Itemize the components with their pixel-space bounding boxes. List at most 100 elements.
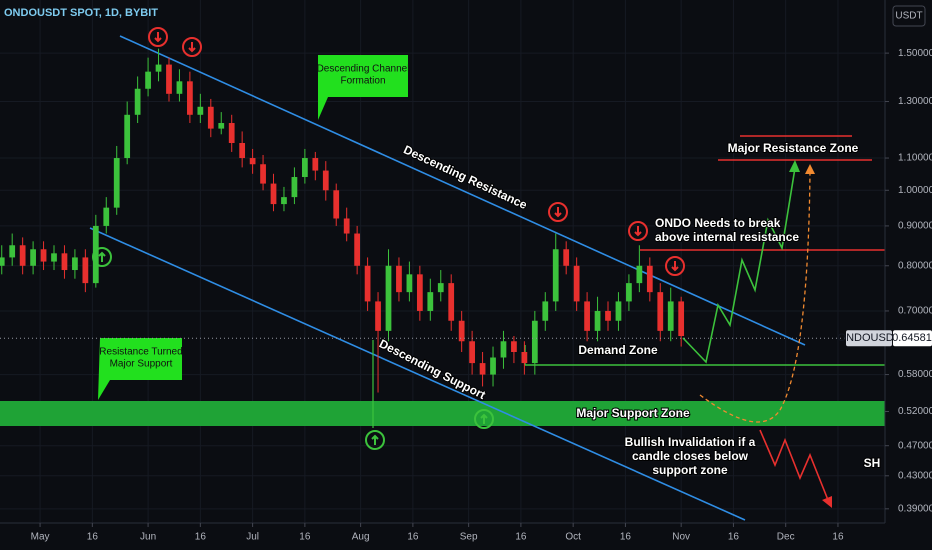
- x-tick-label: 16: [728, 532, 740, 543]
- last-price-tag: [846, 330, 892, 347]
- callout-text: Descending Channel: [317, 64, 410, 75]
- candle-body: [469, 341, 475, 364]
- candle-body: [594, 310, 601, 331]
- x-tick-label: Aug: [352, 532, 370, 543]
- candle-body: [61, 253, 68, 271]
- x-tick-label: 16: [407, 532, 419, 543]
- candle-body: [197, 106, 204, 115]
- x-tick-label: 16: [87, 532, 99, 543]
- candle-body: [249, 158, 256, 165]
- candle-body: [364, 265, 371, 302]
- invalidation-note: support zone: [652, 463, 728, 477]
- y-tick-label: 0.70000: [898, 306, 932, 317]
- channel-support: [89, 227, 746, 521]
- candle-body: [458, 320, 465, 342]
- sell-icons: [148, 27, 685, 276]
- candle-body: [343, 218, 350, 234]
- x-tick-label: Jul: [246, 532, 259, 543]
- candle-body: [103, 207, 110, 226]
- y-tick-label: 0.47000: [898, 440, 932, 451]
- candle-body: [437, 283, 444, 293]
- candle-body: [531, 320, 538, 364]
- candle-body: [155, 64, 162, 72]
- y-tick-label: 0.58000: [898, 369, 932, 380]
- x-tick-label: May: [31, 532, 50, 543]
- candle-body: [239, 143, 246, 159]
- candle-body: [207, 106, 214, 129]
- y-tick-label: 0.80000: [898, 260, 932, 271]
- break-note: above internal resistance: [655, 230, 799, 244]
- candle-body: [30, 249, 36, 266]
- candle-body: [134, 88, 141, 115]
- invalidation-note: Bullish Invalidation if a: [625, 435, 756, 449]
- y-tick-label: 1.50000: [898, 48, 932, 59]
- y-tick-label: 1.00000: [898, 185, 932, 196]
- candle-body: [396, 265, 402, 293]
- price-axis: [885, 0, 932, 550]
- callout-text: Formation: [340, 76, 385, 87]
- candle-body: [82, 257, 89, 284]
- candle-body: [0, 257, 5, 266]
- chart-title: ONDOUSDT SPOT, 1D, BYBIT: [4, 7, 158, 19]
- candle-body: [678, 301, 685, 337]
- x-tick-label: 16: [832, 532, 844, 543]
- resistance-zone-label: Major Resistance Zone: [728, 141, 859, 155]
- candle-body: [291, 177, 298, 198]
- candle-body: [375, 301, 381, 331]
- candle-body: [145, 71, 151, 89]
- candle-body: [301, 158, 308, 178]
- candle-body: [542, 301, 549, 321]
- y-tick-label: 1.10000: [898, 153, 932, 164]
- candle-body: [281, 197, 287, 205]
- y-tick-label: 0.39000: [898, 503, 932, 514]
- candle-body: [646, 265, 653, 293]
- ticks: 1.50000 1.30000 1.10000 1.00000 0.90000 0.800…: [0, 48, 932, 543]
- candle-body: [605, 310, 611, 321]
- candle-body: [176, 81, 183, 94]
- y-tick-label: 0.43000: [898, 470, 932, 481]
- bear-arrow: [822, 496, 832, 508]
- bear-path: [759, 429, 829, 501]
- candle-body: [354, 233, 361, 266]
- x-tick-label: 16: [299, 532, 311, 543]
- candle-body: [40, 249, 47, 262]
- candle-body: [166, 64, 172, 94]
- x-tick-label: 16: [515, 532, 527, 543]
- candles: [0, 48, 685, 393]
- bull-path: [682, 167, 796, 364]
- x-tick-label: 16: [195, 532, 207, 543]
- candle-body: [427, 292, 434, 311]
- x-tick-label: Jun: [140, 532, 156, 543]
- candle-body: [563, 249, 570, 266]
- candle-body: [113, 158, 120, 208]
- invalidation-note: candle closes below: [632, 449, 749, 463]
- x-tick-label: Oct: [565, 532, 581, 543]
- x-tick-label: Nov: [672, 532, 690, 543]
- callout-text: Major Support: [110, 359, 173, 370]
- candle-body: [416, 274, 423, 311]
- last-price-box: [893, 330, 932, 347]
- candle-body: [333, 190, 340, 219]
- candle-body: [19, 245, 26, 266]
- support-zone-label: Major Support Zone: [576, 406, 690, 420]
- bull-arrow: [789, 160, 800, 172]
- callout-text: Resistance Turned: [99, 347, 182, 358]
- candle-body: [521, 352, 528, 364]
- y-tick-label: 0.90000: [898, 221, 932, 232]
- channel-resistance: [119, 35, 806, 346]
- candle-body: [406, 274, 413, 293]
- candle-body: [636, 265, 643, 284]
- candle-body: [228, 123, 235, 144]
- candle-body: [657, 292, 664, 331]
- candle-body: [51, 253, 57, 262]
- break-note: ONDO Needs to break: [655, 216, 781, 230]
- last-price-tag-text: ONDOUSDT: [838, 332, 901, 344]
- candle-body: [72, 257, 78, 271]
- candle-body: [187, 81, 193, 115]
- candle-body: [9, 245, 16, 258]
- callout: [98, 338, 182, 400]
- candle-body: [260, 164, 266, 184]
- candle-body: [479, 363, 486, 375]
